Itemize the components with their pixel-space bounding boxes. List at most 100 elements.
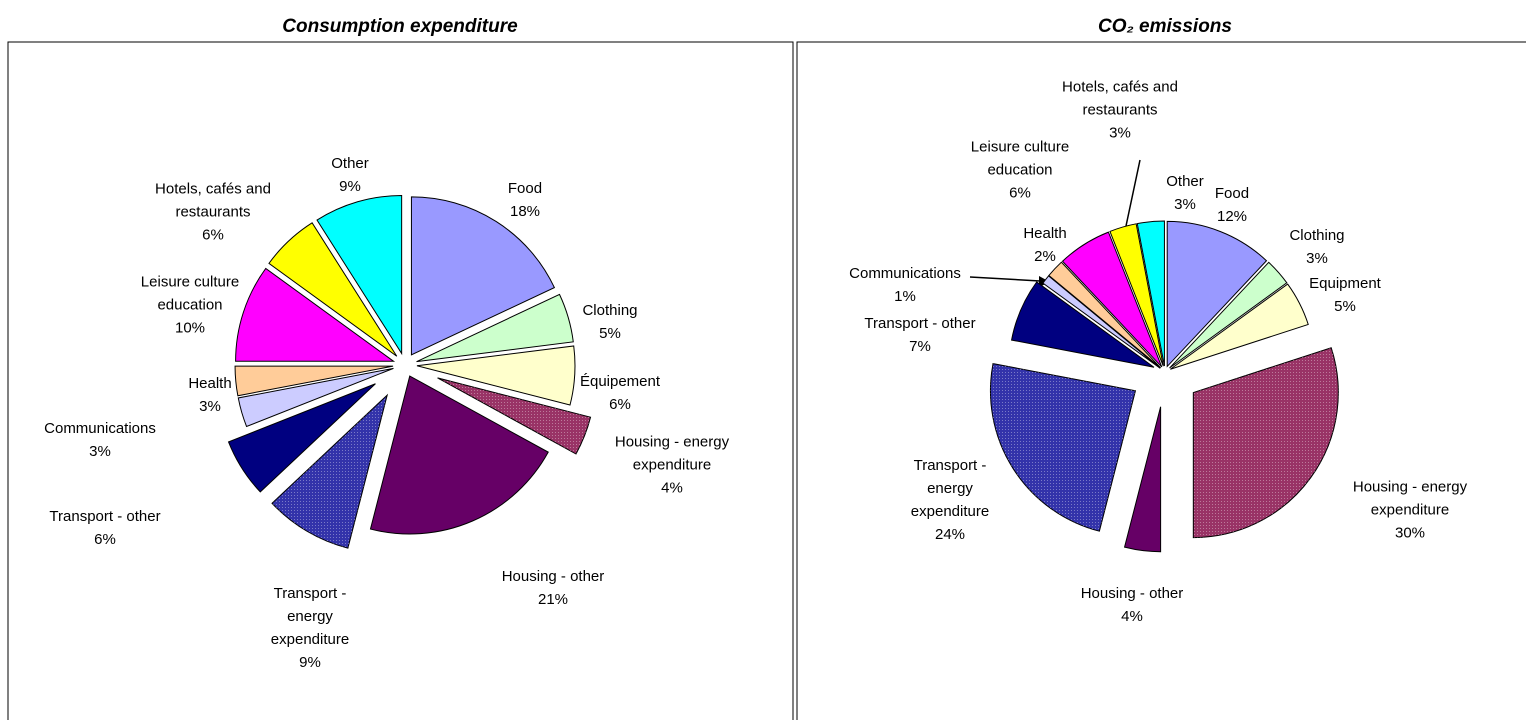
- category-name: Clothing: [1289, 227, 1345, 244]
- category-name: Food: [507, 180, 543, 197]
- pie-slice: [1042, 275, 1161, 369]
- value-label: 9%: [299, 654, 321, 671]
- category-name: Health: [188, 375, 232, 392]
- category-name: Housing - energy expenditure: [614, 433, 730, 474]
- category-name: Leisure culture education: [140, 273, 240, 314]
- value-label: 5%: [599, 325, 621, 342]
- slice-texture: [272, 395, 388, 549]
- slice-texture: [990, 363, 1136, 532]
- category-name: Communications: [849, 265, 961, 282]
- pie-slice: [268, 222, 398, 357]
- category-name: Transport - energy expenditure: [270, 585, 350, 648]
- slice-label: Food 18%: [465, 177, 585, 223]
- slice-label: Équipement 6%: [560, 370, 680, 416]
- pie-slice: [1136, 220, 1165, 367]
- frame: [7, 41, 794, 720]
- value-label: 6%: [94, 531, 116, 548]
- pie-slice: [316, 194, 403, 356]
- pie-slice: [1166, 220, 1268, 368]
- value-label: 9%: [339, 178, 361, 195]
- category-name: Equipment: [1309, 275, 1381, 292]
- slice-label: Health 3%: [170, 372, 250, 418]
- pie-slice: [416, 345, 576, 406]
- category-name: Housing - energy expenditure: [1352, 478, 1468, 519]
- slice-label: Transport - other 7%: [840, 312, 1000, 358]
- slice-label: Communications 3%: [20, 417, 180, 463]
- pie-slice: [1010, 281, 1155, 368]
- category-name: Communications: [44, 420, 156, 437]
- slice-label: Other 9%: [310, 152, 390, 198]
- slice-label: Clothing 5%: [550, 299, 670, 345]
- frame: [796, 41, 1526, 720]
- value-label: 1%: [894, 288, 916, 305]
- slice-label: Transport - other 6%: [25, 505, 185, 551]
- slice-label: Leisure culture education 10%: [130, 271, 250, 340]
- slice-label: Transport - energy expenditure 24%: [895, 454, 1005, 546]
- category-name: Health: [1023, 225, 1067, 242]
- slice-label: Housing - other 4%: [1052, 582, 1212, 628]
- slice-label: Other 3%: [1145, 170, 1225, 216]
- value-label: 3%: [1174, 196, 1196, 213]
- pie-slice: [416, 293, 574, 363]
- slice-label: Housing - other 21%: [473, 565, 633, 611]
- category-name: Transport - other: [864, 315, 976, 332]
- value-label: 18%: [509, 203, 541, 220]
- value-label: 21%: [537, 591, 569, 608]
- pie-slice: [1123, 406, 1162, 553]
- value-label: 3%: [1109, 124, 1131, 142]
- value-label: 6%: [202, 226, 224, 244]
- slice-texture: [437, 377, 591, 455]
- leader-arrow: [969, 276, 1041, 282]
- value-label: 2%: [1034, 248, 1056, 265]
- value-label: 3%: [199, 398, 221, 415]
- value-label: 4%: [1121, 608, 1143, 625]
- slice-label: Clothing 3%: [1267, 224, 1367, 270]
- slice-label: Housing - energy expenditure 30%: [1330, 476, 1490, 545]
- slice-label: Hotels, cafés and restaurants 3%: [1050, 76, 1190, 145]
- pie-slice: [1169, 261, 1288, 369]
- pie-slice: [227, 383, 376, 493]
- chart-title: CO₂ emissions: [1098, 16, 1232, 37]
- category-name: Hotels, cafés and restaurants: [1062, 78, 1178, 119]
- slice-label: Food 12%: [1192, 182, 1272, 228]
- slice-label: Leisure culture education 6%: [960, 136, 1080, 205]
- value-label: 7%: [909, 338, 931, 355]
- pie-slice: [1170, 283, 1309, 370]
- value-label: 5%: [1334, 298, 1356, 315]
- pie-slice: [369, 375, 549, 535]
- category-name: Clothing: [582, 302, 638, 319]
- slice-label: Housing - energy expenditure 4%: [592, 431, 752, 500]
- value-label: 3%: [1306, 250, 1328, 267]
- value-label: 30%: [1394, 524, 1426, 542]
- value-label: 12%: [1216, 208, 1248, 225]
- category-name: Équipement: [579, 373, 661, 390]
- value-label: 10%: [174, 319, 206, 337]
- slice-label: Health 2%: [1005, 222, 1085, 268]
- value-label: 6%: [1009, 184, 1031, 202]
- pie-slice: [235, 267, 396, 362]
- pie-slice: [234, 365, 394, 397]
- pie-slice: [1061, 231, 1163, 368]
- category-name: Transport - other: [49, 508, 161, 525]
- category-name: Other: [1166, 173, 1204, 190]
- value-label: 24%: [934, 526, 966, 543]
- slice-label: Communications 1%: [825, 262, 985, 308]
- slice-label: Transport - energy expenditure 9%: [255, 582, 365, 674]
- value-label: 3%: [89, 443, 111, 460]
- category-name: Housing - other: [501, 568, 605, 585]
- pie-slice: [1048, 261, 1161, 369]
- slice-label: Hotels, cafés and restaurants 6%: [128, 178, 298, 247]
- slice-texture: [1193, 347, 1339, 538]
- category-name: Leisure culture education: [970, 138, 1070, 179]
- chart-title: Consumption expenditure: [282, 16, 518, 37]
- category-name: Food: [1214, 185, 1250, 202]
- category-name: Housing - other: [1080, 585, 1184, 602]
- leader-arrow: [1125, 159, 1141, 227]
- value-label: 6%: [609, 396, 631, 413]
- slice-label: Equipment 5%: [1295, 272, 1395, 318]
- pie-slice: [1109, 223, 1164, 367]
- category-name: Transport - energy expenditure: [910, 457, 990, 520]
- category-name: Other: [331, 155, 369, 172]
